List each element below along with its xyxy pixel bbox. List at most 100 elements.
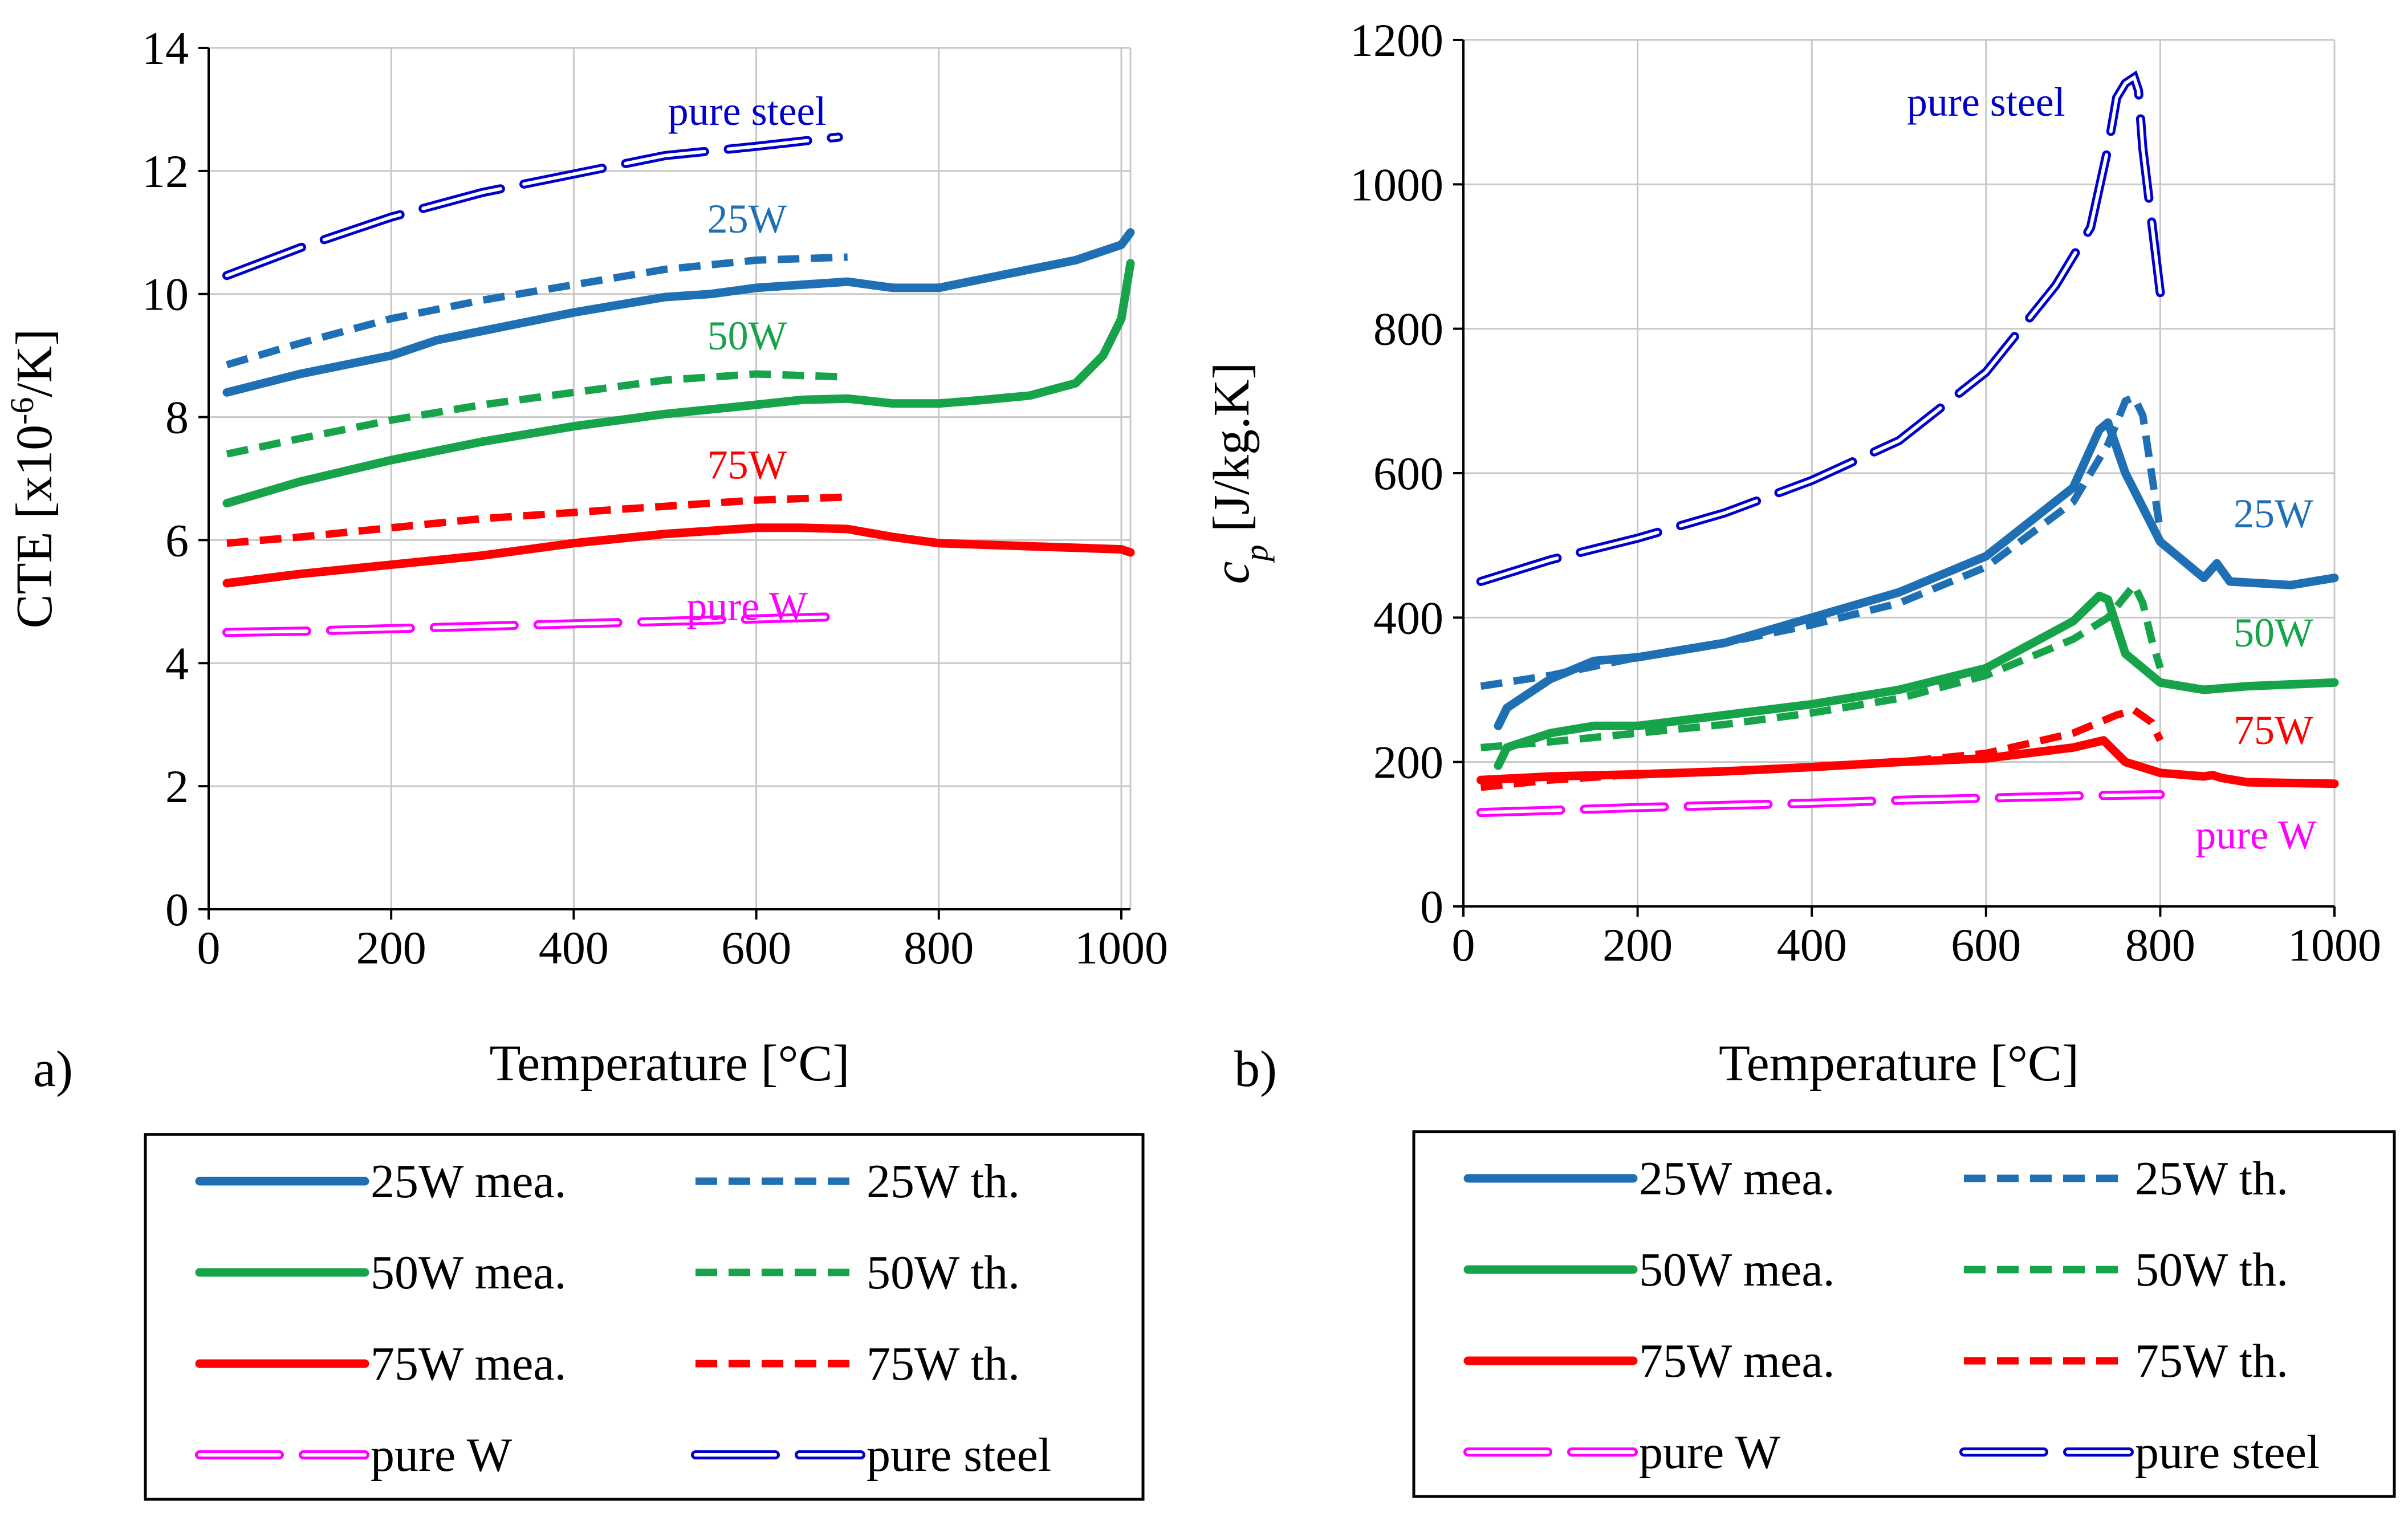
annotation-pure-steel: pure steel: [1907, 79, 2065, 125]
legend-item-50w-mea: 50W mea.: [1463, 1243, 1835, 1296]
series-75w-mea: [1476, 736, 2339, 788]
y-tick-label: 14: [142, 22, 189, 74]
y-tick-label: 800: [1373, 303, 1443, 355]
x-axis-title: Temperature [°C]: [1719, 1035, 2079, 1092]
legend-item-75w-mea: 75W mea.: [1463, 1335, 1835, 1388]
x-tick-label: 0: [1452, 919, 1475, 971]
series-line-pure-w: [222, 612, 852, 637]
series-pure-steel: [1476, 70, 2165, 586]
panel-label: b): [1234, 1041, 1277, 1097]
legend-label: 75W th.: [2135, 1335, 2288, 1388]
legend-item-pure-steel: pure steel: [1959, 1426, 2320, 1479]
legend-item-50w-th: 50W th.: [1964, 1243, 2288, 1296]
legend-item-25w-mea: 25W mea.: [1463, 1152, 1835, 1205]
y-tick-label: 1000: [1350, 158, 1443, 210]
legend-item-75w-th: 75W th.: [695, 1337, 1020, 1390]
legend-item-50w-th: 50W th.: [695, 1246, 1020, 1299]
legend-label: 25W mea.: [371, 1155, 567, 1208]
series-line-75w-mea: [1476, 736, 2339, 788]
series-line-50w-th: [1480, 578, 2164, 751]
legend-label: 25W mea.: [1639, 1152, 1835, 1205]
legend-label: pure steel: [867, 1429, 1051, 1482]
legend-label: 75W th.: [867, 1337, 1020, 1390]
x-tick-label: 1000: [2288, 919, 2381, 971]
y-tick-label: 200: [1373, 737, 1443, 788]
series-75w-mea: [222, 523, 1135, 588]
legend-label: 25W th.: [867, 1155, 1020, 1208]
y-tick-label: 4: [165, 637, 189, 689]
legend-item-25w-th: 25W th.: [695, 1155, 1020, 1208]
plot-area: [209, 48, 1130, 909]
x-tick-label: 400: [1777, 919, 1847, 971]
legend-a: 25W mea. 25W th. 50W mea. 50W th. 75W mea. 75…: [144, 1133, 1145, 1501]
legend-label: pure W: [371, 1429, 512, 1482]
legend-label: 50W th.: [2135, 1243, 2288, 1296]
legend-item-25w-th: 25W th.: [1964, 1152, 2288, 1205]
series-25w-mea: [222, 228, 1135, 397]
series-50w-mea: [1494, 591, 2339, 770]
y-tick-label: 600: [1373, 448, 1443, 499]
series-line-pure-steel-inner: [1479, 75, 2162, 583]
annotation-pure-w: pure W: [2195, 812, 2317, 858]
annotation-50w: 50W: [2234, 610, 2313, 656]
legend-label: 75W mea.: [1639, 1335, 1835, 1388]
legend-label: pure W: [1639, 1426, 1781, 1479]
annotation-75w: 75W: [707, 442, 787, 488]
y-tick-label: 0: [165, 884, 189, 936]
y-tick-label: 2: [165, 760, 189, 812]
x-tick-label: 400: [539, 922, 609, 974]
legend-item-75w-mea: 75W mea.: [195, 1337, 567, 1390]
y-tick-label: 8: [165, 392, 189, 444]
x-tick-label: 1000: [1075, 922, 1168, 974]
y-axis-title: CTE [x10-6/K]: [3, 329, 63, 629]
series-50w-th: [226, 370, 848, 458]
x-tick-label: 800: [2125, 919, 2195, 971]
x-tick-label: 200: [1602, 919, 1673, 971]
y-tick-label: 1200: [1350, 14, 1443, 66]
annotation-25w: 25W: [2234, 491, 2313, 536]
series-75w-th: [226, 493, 848, 547]
annotation-75w: 75W: [2234, 707, 2313, 753]
x-tick-label: 800: [904, 922, 974, 974]
x-tick-label: 600: [721, 922, 791, 974]
series-line-25w-mea: [222, 228, 1135, 397]
y-tick-label: 12: [142, 145, 189, 197]
legend-box: [1412, 1130, 2396, 1498]
x-axis-title: Temperature [°C]: [490, 1035, 850, 1092]
series-pure-w: [1476, 790, 2165, 817]
series-50w-mea: [222, 259, 1135, 508]
series-line-pure-steel-inner: [225, 135, 840, 278]
legend-label: 50W mea.: [371, 1246, 567, 1299]
legend-item-pure-steel: pure steel: [691, 1429, 1051, 1482]
series-pure-w: [222, 612, 852, 637]
series-line-50w-mea: [222, 259, 1135, 508]
legend-label: 25W th.: [2135, 1152, 2288, 1205]
legend-b: 25W mea. 25W th. 50W mea. 50W th. 75W mea. 75…: [1412, 1130, 2396, 1498]
legend-label: 50W th.: [867, 1246, 1020, 1299]
series-pure-steel: [222, 132, 843, 280]
y-tick-label: 0: [1420, 881, 1443, 933]
series-50w-th: [1480, 578, 2164, 751]
series-line-pure-w-inner: [1479, 792, 2162, 815]
series-line-75w-th: [226, 493, 848, 547]
y-axis-title: cp [J/kg.K]: [1203, 363, 1275, 584]
legend-label: 50W mea.: [1639, 1243, 1835, 1296]
annotation-pure-w: pure W: [686, 584, 808, 629]
panel-b-chart: 0 200 400 600 800 1000 0 200 400 600 800 1000 1200 pu…: [1203, 14, 2381, 1097]
series-line-50w-mea: [1494, 591, 2339, 770]
legend-item-pure-w: pure W: [195, 1429, 512, 1482]
series-line-25w-mea: [1494, 418, 2339, 730]
annotation-50w: 50W: [707, 313, 787, 359]
x-tick-label: 200: [356, 922, 426, 974]
series-line-25w-th: [226, 253, 848, 369]
x-tick-label: 600: [1951, 919, 2021, 971]
y-tick-label: 6: [165, 514, 189, 566]
x-tick-label: 0: [197, 922, 221, 974]
legend-item-25w-mea: 25W mea.: [195, 1155, 567, 1208]
series-25w-mea: [1494, 418, 2339, 730]
annotation-pure-steel: pure steel: [668, 88, 827, 134]
legend-item-pure-w: pure W: [1463, 1426, 1781, 1479]
annotation-25w: 25W: [707, 196, 787, 242]
panel-label: a): [33, 1041, 73, 1097]
